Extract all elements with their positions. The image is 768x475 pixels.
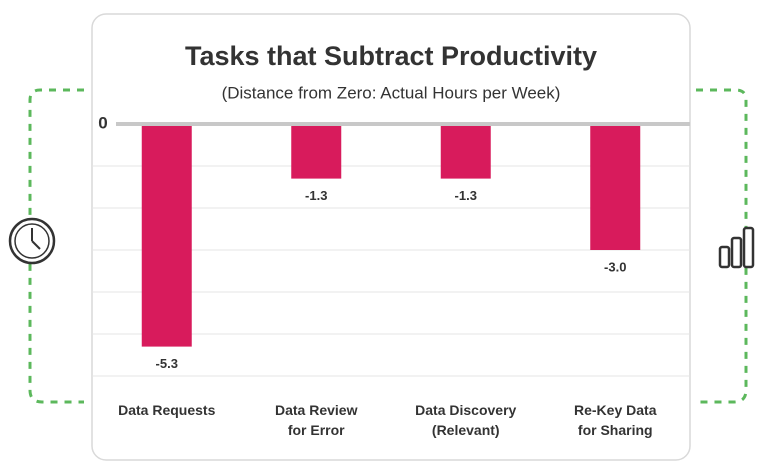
x-tick-label: Data Discovery (Relevant) xyxy=(415,402,517,438)
decor-bracket-left xyxy=(28,88,84,404)
value-label: -5.3 xyxy=(156,356,178,371)
x-tick-label: Data Requests xyxy=(118,402,216,418)
value-label: -3.0 xyxy=(604,259,626,274)
bar xyxy=(291,126,342,179)
clock-icon xyxy=(8,217,56,265)
x-tick-label: Data Review for Error xyxy=(275,402,358,438)
bar xyxy=(590,126,641,250)
x-tick-label: Re-Key Data for Sharing xyxy=(574,402,657,438)
value-label: -1.3 xyxy=(455,188,477,203)
chart-subtitle: (Distance from Zero: Actual Hours per We… xyxy=(222,83,561,102)
bars-icon xyxy=(718,226,755,269)
bar xyxy=(141,126,192,347)
bar xyxy=(440,126,491,179)
chart-title: Tasks that Subtract Productivity xyxy=(185,41,597,71)
y-tick-label: 0 xyxy=(98,113,107,132)
value-label: -1.3 xyxy=(305,188,327,203)
